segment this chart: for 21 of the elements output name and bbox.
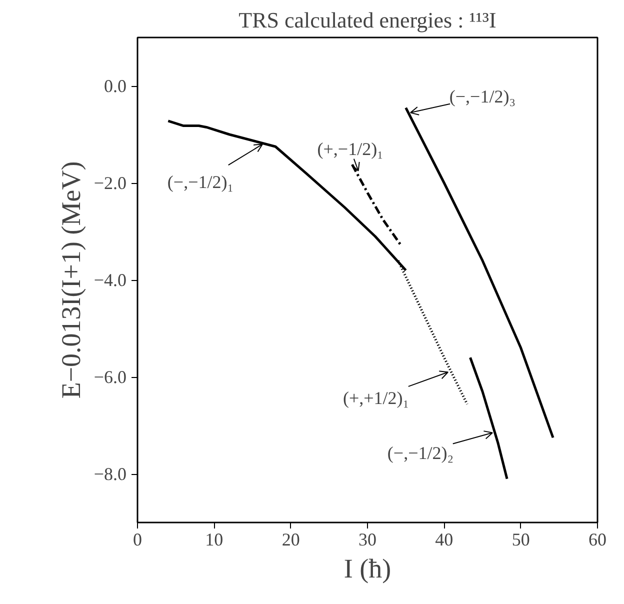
y-tick-label: −8.0: [94, 464, 127, 484]
x-tick-label: 30: [358, 530, 376, 550]
x-axis-title: I (ħ): [344, 554, 392, 584]
x-tick-label: 60: [588, 530, 606, 550]
chart-title: TRS calculated energies : ¹¹³I: [238, 8, 496, 32]
annotation: (−,−1/2)₃: [449, 86, 516, 107]
annotation: (+,−1/2)₁: [317, 138, 384, 159]
x-tick-label: 20: [282, 530, 300, 550]
y-tick-label: 0.0: [104, 76, 126, 96]
annotation: (+,+1/2)₁: [342, 388, 410, 408]
x-tick-label: 50: [512, 530, 530, 550]
x-tick-label: 40: [435, 530, 454, 550]
y-tick-label: −6.0: [94, 367, 127, 387]
y-tick-label: −2.0: [94, 173, 127, 193]
x-tick-label: 0: [133, 530, 142, 550]
annotation: (−,−1/2)₂: [387, 442, 454, 463]
y-tick-label: −4.0: [94, 270, 127, 290]
x-tick-label: 10: [205, 530, 224, 550]
y-axis-title: E−0.013I(I+1) (MeV): [56, 161, 86, 399]
annotation: (−,−1/2)₁: [167, 172, 234, 192]
line-series: [468, 356, 508, 480]
